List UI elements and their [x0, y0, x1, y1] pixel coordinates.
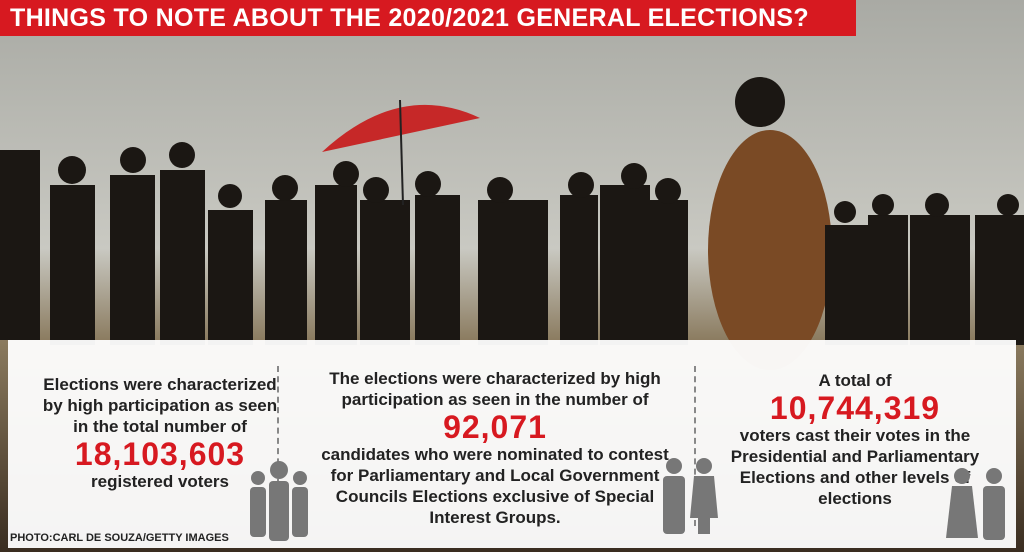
title: THINGS TO NOTE ABOUT THE 2020/2021 GENER… [10, 4, 809, 32]
stats-panel: Elections were characterized by high par… [8, 340, 1016, 548]
people-icon [250, 461, 308, 541]
stat-intro: The elections were characterized by high… [329, 369, 661, 409]
stat-number: 18,103,603 [74, 436, 246, 472]
title-banner: THINGS TO NOTE ABOUT THE 2020/2021 GENER… [0, 0, 856, 36]
stat-outro: registered voters [91, 472, 229, 491]
stat-intro: Elections were characterized by high par… [42, 375, 278, 436]
stat-outro: voters cast their votes in the President… [730, 426, 980, 508]
stat-column: A total of 10,744,319 voters cast their … [730, 370, 980, 509]
people-icon [946, 468, 1005, 540]
stat-column: Elections were characterized by high par… [40, 374, 280, 492]
stat-number: 92,071 [443, 409, 547, 445]
stat-column: The elections were characterized by high… [300, 368, 690, 528]
people-icon [663, 458, 718, 534]
stat-number: 10,744,319 [769, 390, 941, 426]
separator [694, 366, 696, 526]
stat-outro: candidates who were nominated to contest… [321, 445, 669, 527]
stat-intro: A total of [818, 371, 892, 390]
separator [277, 366, 279, 526]
photo-credit: PHOTO:CARL DE SOUZA/GETTY IMAGES [10, 532, 229, 544]
